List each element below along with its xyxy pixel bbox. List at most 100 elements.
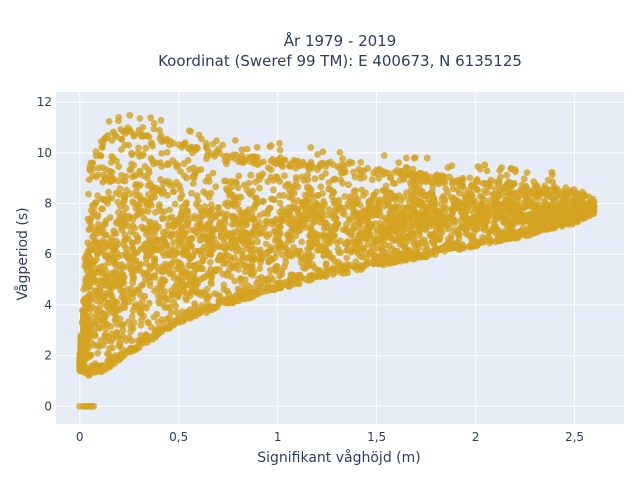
- data-point: [166, 303, 174, 311]
- data-point: [143, 201, 151, 209]
- data-point: [122, 337, 130, 344]
- data-point: [308, 208, 316, 215]
- data-point: [138, 133, 146, 140]
- data-point: [181, 230, 189, 237]
- data-point: [366, 249, 374, 257]
- data-point: [181, 314, 188, 322]
- data-point: [317, 273, 325, 280]
- data-point: [101, 333, 109, 340]
- data-point: [154, 292, 162, 300]
- data-point: [117, 335, 125, 343]
- data-point: [125, 141, 133, 149]
- data-point: [298, 238, 306, 246]
- data-point: [219, 231, 227, 239]
- data-point: [448, 162, 456, 170]
- data-point: [129, 222, 137, 230]
- data-point: [178, 204, 186, 211]
- data-point: [236, 235, 243, 243]
- data-point: [449, 177, 457, 185]
- data-point: [225, 188, 233, 196]
- data-point: [280, 172, 288, 180]
- data-point: [440, 177, 448, 184]
- data-point: [97, 366, 105, 374]
- data-point: [463, 215, 471, 223]
- data-point: [233, 261, 240, 268]
- data-point: [124, 347, 132, 355]
- data-point: [90, 341, 98, 349]
- data-point: [302, 214, 310, 222]
- data-point: [298, 160, 306, 168]
- data-point: [258, 274, 265, 281]
- data-point: [140, 225, 147, 233]
- data-point: [232, 247, 240, 255]
- data-point: [163, 227, 171, 235]
- data-point: [331, 175, 339, 183]
- data-point: [291, 182, 299, 190]
- data-point: [110, 246, 117, 254]
- data-point: [81, 282, 89, 290]
- data-point: [318, 202, 326, 210]
- data-point: [373, 236, 381, 244]
- data-point: [114, 321, 121, 328]
- data-point: [127, 328, 135, 336]
- data-point: [123, 186, 130, 194]
- data-point: [523, 169, 531, 177]
- chart-title-line-1: År 1979 - 2019: [284, 31, 397, 50]
- data-point: [481, 161, 489, 169]
- data-point: [416, 254, 424, 261]
- data-point: [308, 242, 316, 249]
- data-point: [219, 141, 227, 149]
- data-point: [325, 206, 333, 214]
- data-point: [128, 239, 136, 247]
- data-point: [110, 271, 118, 278]
- data-point: [125, 318, 133, 326]
- data-point: [249, 256, 257, 264]
- data-point: [356, 252, 364, 260]
- data-point: [77, 362, 85, 369]
- data-point: [186, 145, 194, 153]
- data-point: [163, 161, 171, 169]
- data-point: [160, 242, 167, 250]
- data-point: [267, 142, 275, 149]
- data-point: [490, 191, 497, 199]
- data-point: [260, 210, 268, 217]
- data-point: [86, 290, 94, 298]
- data-point: [96, 269, 104, 277]
- data-point: [228, 221, 236, 229]
- data-point: [269, 196, 277, 203]
- data-point: [440, 215, 448, 223]
- data-point: [122, 235, 129, 243]
- data-point: [121, 222, 128, 230]
- data-point: [510, 180, 518, 187]
- data-point: [563, 206, 571, 214]
- x-tick-labels: 0 0,5 1 1,5 2 2,5: [76, 430, 584, 444]
- data-point: [291, 215, 299, 223]
- data-point: [536, 213, 543, 221]
- data-point: [383, 249, 391, 256]
- data-point: [170, 188, 178, 195]
- data-point: [95, 324, 103, 332]
- data-point: [273, 263, 281, 270]
- data-point: [99, 226, 107, 234]
- data-point: [113, 276, 120, 284]
- data-point: [172, 302, 180, 310]
- data-point: [163, 135, 171, 143]
- data-point: [147, 219, 154, 226]
- data-point: [317, 209, 325, 217]
- data-point: [82, 276, 90, 284]
- data-point: [85, 190, 92, 198]
- data-point: [177, 168, 184, 176]
- data-point: [128, 313, 136, 320]
- data-point: [234, 285, 242, 293]
- data-point: [243, 145, 251, 153]
- data-point: [522, 213, 530, 220]
- data-point: [90, 402, 97, 410]
- data-point: [140, 312, 148, 320]
- data-point: [206, 219, 214, 227]
- data-point: [503, 171, 511, 179]
- data-point: [184, 271, 191, 279]
- data-point: [252, 178, 259, 186]
- data-point: [489, 204, 497, 212]
- data-point: [395, 159, 403, 167]
- x-tick-label: 1,5: [367, 430, 386, 444]
